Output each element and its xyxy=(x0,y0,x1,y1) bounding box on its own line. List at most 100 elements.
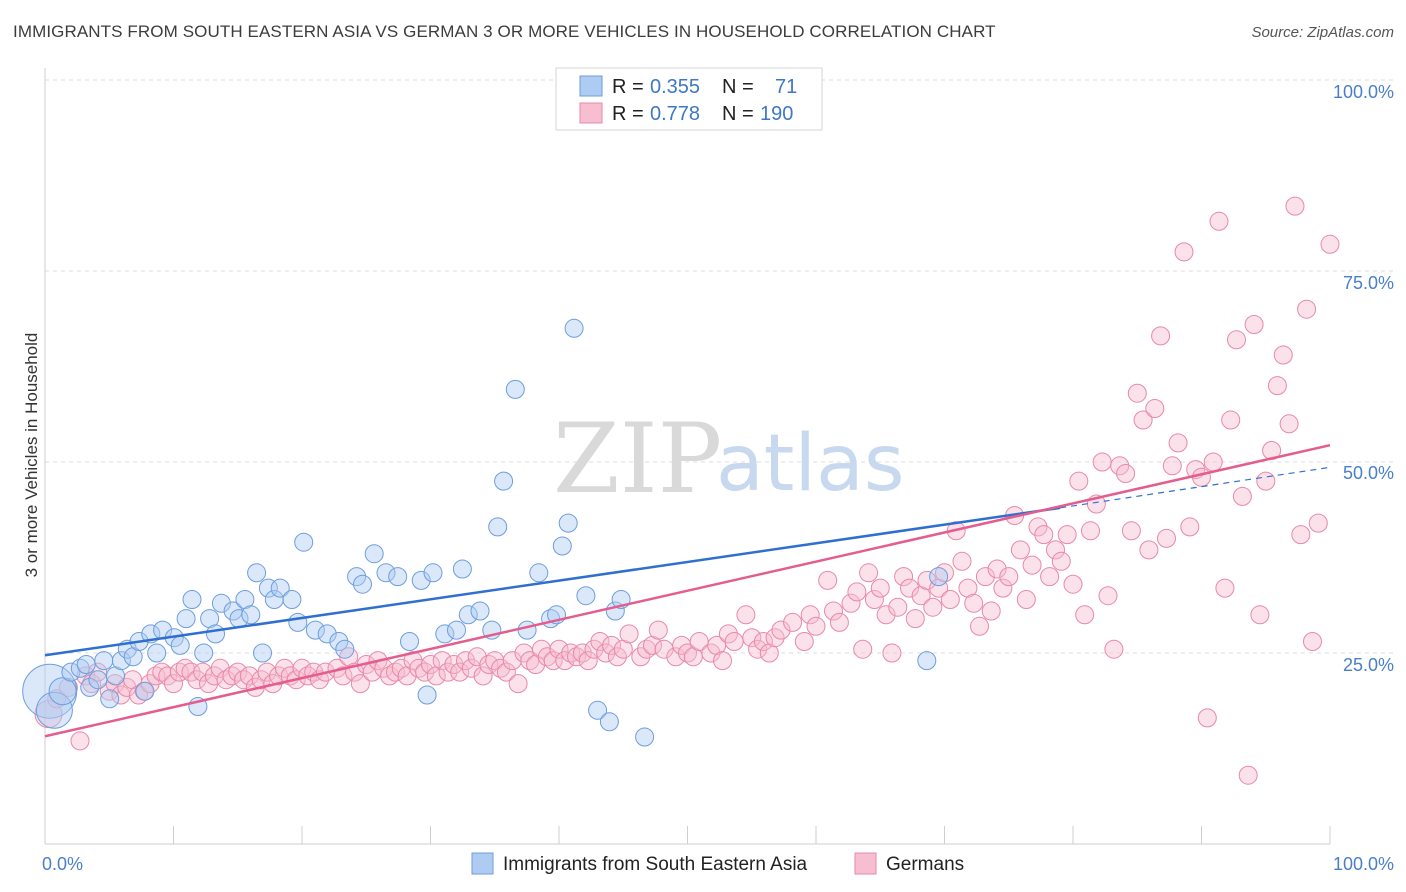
germans-point xyxy=(432,651,452,671)
bottom-legend-label-blue: Immigrants from South Eastern Asia xyxy=(503,854,808,875)
sea-immigrants-point xyxy=(435,624,455,644)
germans-point xyxy=(648,620,668,640)
germans-point xyxy=(783,612,803,632)
germans-point xyxy=(1162,456,1182,476)
y-tick-label-0: 25.0% xyxy=(1343,655,1394,675)
germans-point xyxy=(794,632,814,651)
germans-point xyxy=(508,674,528,694)
germans-point xyxy=(590,632,610,651)
sea-immigrants-point xyxy=(488,517,508,537)
germans-point xyxy=(409,658,429,678)
germans-point xyxy=(701,643,721,663)
watermark: ZIP atlas xyxy=(553,403,905,515)
germans-point xyxy=(1267,376,1287,396)
germans-point xyxy=(129,685,148,705)
germans-point xyxy=(800,605,820,625)
germans-point xyxy=(981,601,1001,621)
germans-point xyxy=(1308,513,1328,533)
germans-point xyxy=(765,628,785,648)
germans-point xyxy=(1121,521,1141,541)
sea-immigrants-point xyxy=(329,632,349,651)
germans-point xyxy=(970,616,989,636)
sea-immigrants-point xyxy=(576,586,596,606)
germans-point xyxy=(1180,517,1200,537)
sea-immigrants-point xyxy=(364,544,384,564)
sea-immigrants-point xyxy=(400,632,419,651)
watermark-zip: ZIP xyxy=(553,403,722,515)
sea-trend-line-extension xyxy=(1060,466,1331,509)
germans-point xyxy=(1250,605,1270,625)
sea-immigrants-point xyxy=(417,685,437,705)
sea-immigrants-point xyxy=(447,620,466,640)
germans-point xyxy=(1297,299,1317,319)
axes xyxy=(44,68,1331,845)
germans-point xyxy=(905,609,925,629)
germans-point xyxy=(1221,410,1241,430)
germans-point xyxy=(1069,471,1089,491)
germans-point xyxy=(1209,211,1229,231)
germans-point xyxy=(561,643,581,663)
watermark-atlas: atlas xyxy=(716,419,905,509)
sea-immigrants-point xyxy=(411,570,431,590)
sea-immigrants-point xyxy=(335,639,355,659)
sea-immigrants-point xyxy=(470,601,490,621)
sea-immigrants-point xyxy=(76,655,96,674)
bottom-legend-swatch-blue xyxy=(471,852,494,875)
germans-point xyxy=(1197,708,1217,728)
sea-immigrants-point xyxy=(294,532,314,552)
germans-point xyxy=(578,651,598,671)
sea-immigrants-point xyxy=(388,567,408,587)
germans-point xyxy=(386,662,405,682)
y-tick-label-3: 100.0% xyxy=(1333,82,1394,102)
germans-point xyxy=(975,567,995,587)
germans-point xyxy=(882,643,902,663)
germans-point xyxy=(1145,399,1165,418)
germans-point xyxy=(1046,540,1065,560)
germans-point xyxy=(847,582,867,602)
germans-point xyxy=(1227,330,1246,350)
sea-immigrants-point xyxy=(423,563,443,583)
germans-point xyxy=(1075,605,1095,625)
legend-r-value-blue: 0.355 xyxy=(650,76,700,98)
sea-immigrants-point xyxy=(247,563,267,583)
germans-point xyxy=(1203,452,1223,472)
sea-immigrants-point xyxy=(376,563,396,583)
sea-immigrants-point xyxy=(564,318,584,338)
sea-immigrants-point xyxy=(494,471,514,491)
germans-point xyxy=(602,635,622,655)
germans-point xyxy=(1256,471,1276,491)
bottom-legend: Immigrants from South Eastern Asia Germa… xyxy=(471,852,964,875)
germans-point xyxy=(806,616,826,636)
sea-trend-line xyxy=(44,506,1061,657)
sea-immigrants-point xyxy=(80,677,100,697)
germans-point xyxy=(713,651,732,671)
legend-swatch-pink xyxy=(579,102,603,124)
y-axis-label: 3 or more Vehicles in Household xyxy=(22,333,41,578)
germans-point xyxy=(333,666,353,686)
sea-immigrants-point xyxy=(288,612,308,632)
germans-point xyxy=(473,666,493,686)
germans-point xyxy=(1139,540,1159,560)
germans-point xyxy=(567,647,586,667)
germans-point xyxy=(1273,345,1293,365)
germans-point xyxy=(1116,464,1136,483)
sea-immigrants-point xyxy=(505,379,525,399)
germans-point xyxy=(940,590,960,609)
germans-point xyxy=(742,628,762,648)
germans-point xyxy=(853,639,873,659)
germans-point xyxy=(736,605,756,625)
sea-immigrants-point xyxy=(588,700,608,720)
sea-immigrants-point xyxy=(353,574,372,594)
trend-lines xyxy=(44,443,1331,738)
sea-immigrants-point xyxy=(176,609,196,629)
germans-point xyxy=(549,639,569,659)
germans-point xyxy=(958,578,978,598)
germans-point xyxy=(829,612,849,632)
legend-n-label-blue: N = xyxy=(722,76,754,98)
germans-point xyxy=(888,597,908,617)
y-tick-label-2: 75.0% xyxy=(1343,273,1394,293)
germans-point xyxy=(496,662,516,682)
sea-immigrants-point xyxy=(182,590,202,609)
sea-immigrants-point xyxy=(147,643,167,663)
sea-immigrants-point xyxy=(35,691,73,729)
